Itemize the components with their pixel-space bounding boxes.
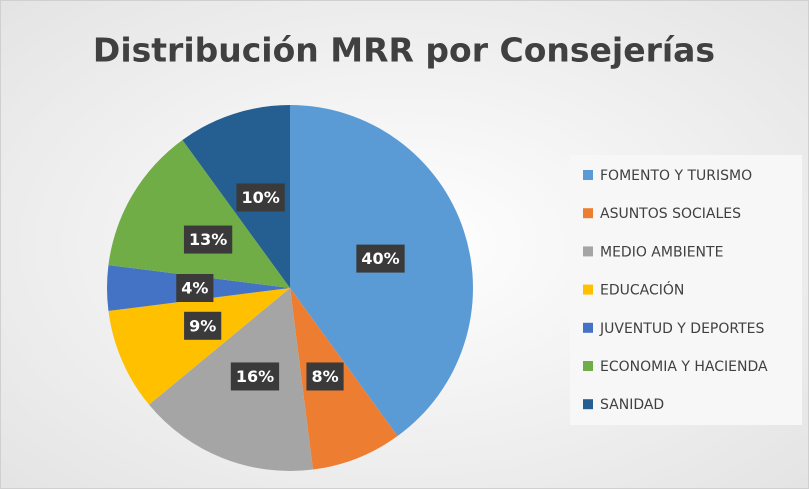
- data-label: 4%: [181, 279, 208, 298]
- data-label: 8%: [311, 367, 338, 386]
- legend-label: ECONOMIA Y HACIENDA: [600, 359, 768, 375]
- data-label-box: [184, 311, 222, 340]
- legend-swatch: [583, 361, 593, 371]
- legend-swatch: [583, 208, 593, 219]
- data-label-box: [236, 183, 285, 212]
- data-label-box: [356, 244, 405, 273]
- legend-label: EDUCACIÓN: [600, 281, 684, 299]
- legend-swatch: [583, 399, 593, 410]
- pie-slice: [182, 105, 290, 288]
- data-label: 13%: [189, 230, 227, 249]
- data-label: 9%: [189, 316, 216, 335]
- legend-label: MEDIO AMBIENTE: [600, 244, 723, 260]
- legend-label: ASUNTOS SOCIALES: [600, 206, 741, 222]
- data-label-box: [230, 362, 280, 391]
- pie-slice: [108, 288, 290, 405]
- pie-slice: [290, 288, 398, 470]
- legend-box: [570, 155, 802, 425]
- data-label-box: [176, 274, 214, 302]
- data-label-box: [183, 225, 233, 254]
- legend-label: JUVENTUD Y DEPORTES: [599, 321, 764, 337]
- data-label-box: [306, 362, 344, 391]
- legend-swatch: [583, 170, 593, 180]
- data-label: 40%: [361, 249, 399, 268]
- legend-label: SANIDAD: [600, 397, 664, 413]
- data-label: 16%: [236, 367, 274, 386]
- data-label: 10%: [241, 188, 279, 207]
- legend-label: FOMENTO Y TURISMO: [600, 168, 752, 184]
- legend-swatch: [583, 322, 593, 333]
- chart-title: Distribución MRR por Consejerías: [93, 31, 715, 70]
- legend-swatch: [583, 246, 593, 257]
- pie-slice: [108, 139, 290, 288]
- legend-swatch: [583, 284, 593, 295]
